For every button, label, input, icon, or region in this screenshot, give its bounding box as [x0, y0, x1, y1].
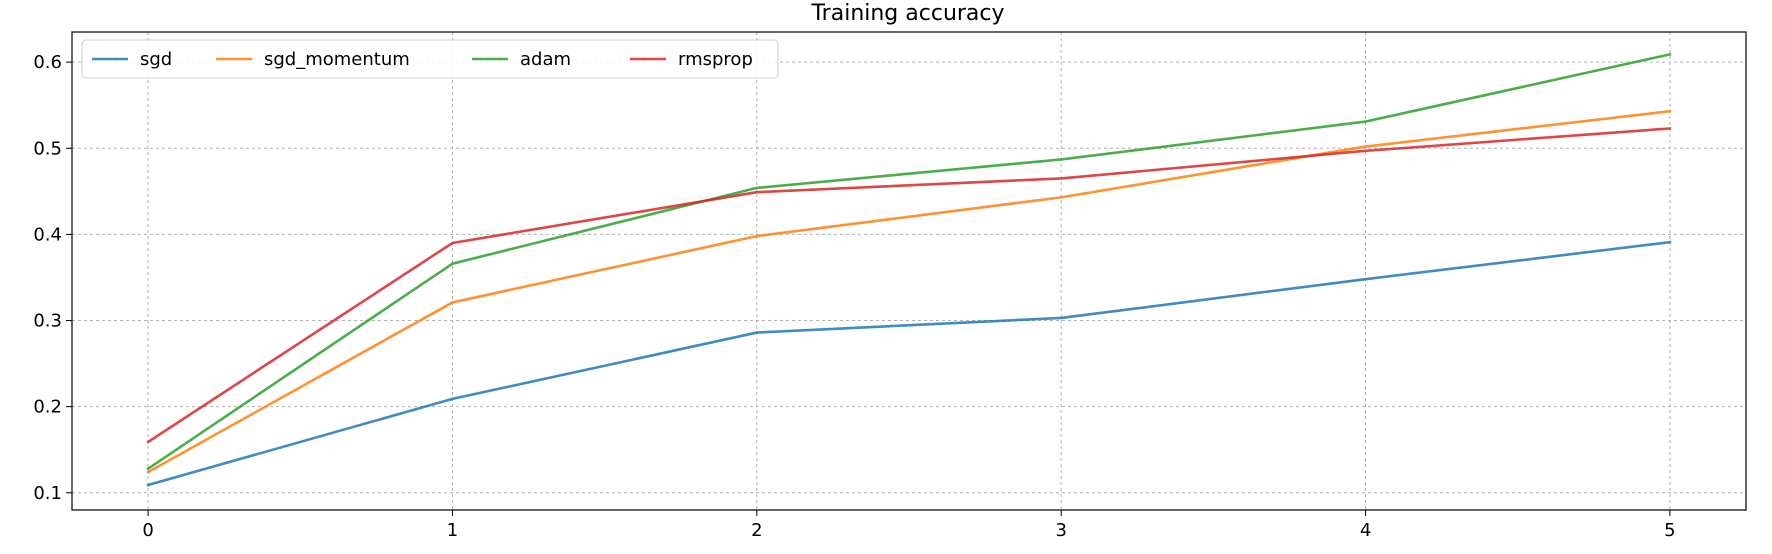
- legend-label-sgd-momentum: sgd_momentum: [264, 49, 410, 70]
- x-tick-label: 0: [142, 520, 153, 541]
- y-tick-label: 0.4: [33, 224, 62, 245]
- y-tick-label: 0.1: [33, 483, 62, 504]
- series-line-sgd-momentum: [146, 109, 1672, 474]
- x-tick-label: 4: [1360, 520, 1371, 541]
- y-tick-label: 0.5: [33, 138, 62, 159]
- y-tick-label: 0.3: [33, 311, 62, 332]
- legend-label-adam: adam: [520, 49, 571, 70]
- x-tick-label: 3: [1055, 520, 1066, 541]
- y-tick-label: 0.6: [33, 52, 62, 73]
- ticks-layer: 0 1 2 3 4 5 0.1 0.2 0.3 0.4 0.5 0.6: [33, 52, 1675, 541]
- series-layer: [146, 52, 1672, 487]
- x-tick-label: 5: [1664, 520, 1675, 541]
- series-line-rmsprop: [146, 127, 1672, 444]
- series-line-sgd: [146, 240, 1672, 487]
- x-tick-label: 1: [447, 520, 458, 541]
- chart-title: Training accuracy: [810, 1, 1004, 26]
- legend-label-sgd: sgd: [140, 49, 172, 70]
- plot-area-frame: [71, 31, 1747, 511]
- legend: sgd sgd_momentum adam rmsprop: [81, 39, 779, 79]
- x-tick-label: 2: [751, 520, 762, 541]
- grid-layer: [72, 32, 1746, 510]
- legend-label-rmsprop: rmsprop: [678, 49, 753, 70]
- series-line-adam: [146, 52, 1672, 471]
- legend-box: [81, 39, 779, 79]
- y-tick-label: 0.2: [33, 397, 62, 418]
